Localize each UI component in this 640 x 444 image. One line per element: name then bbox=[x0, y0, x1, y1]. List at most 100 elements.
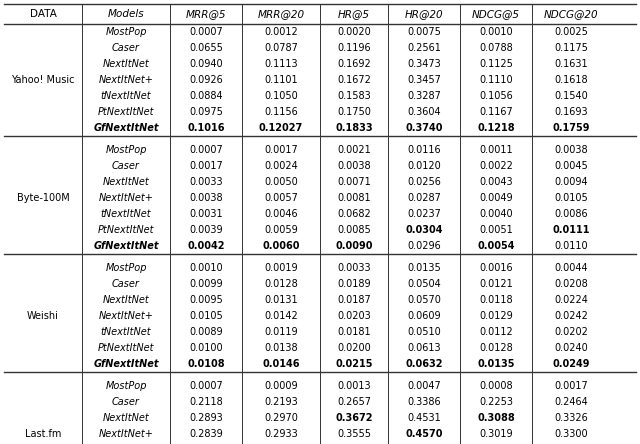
Text: 0.0039: 0.0039 bbox=[189, 225, 223, 235]
Text: 0.0094: 0.0094 bbox=[554, 177, 588, 187]
Text: 0.0788: 0.0788 bbox=[479, 43, 513, 53]
Text: 0.0085: 0.0085 bbox=[337, 225, 371, 235]
Text: 0.0031: 0.0031 bbox=[189, 209, 223, 219]
Text: 0.0116: 0.0116 bbox=[407, 145, 441, 155]
Text: 0.0504: 0.0504 bbox=[407, 279, 441, 289]
Text: 0.0609: 0.0609 bbox=[407, 311, 441, 321]
Text: 0.1110: 0.1110 bbox=[479, 75, 513, 85]
Text: Byte-100M: Byte-100M bbox=[17, 193, 69, 203]
Text: 0.2561: 0.2561 bbox=[407, 43, 441, 53]
Text: 0.0632: 0.0632 bbox=[405, 359, 443, 369]
Text: 0.0118: 0.0118 bbox=[479, 295, 513, 305]
Text: NextItNet+: NextItNet+ bbox=[99, 193, 154, 203]
Text: PtNextItNet: PtNextItNet bbox=[98, 107, 154, 117]
Text: 0.0100: 0.0100 bbox=[189, 343, 223, 353]
Text: 0.0007: 0.0007 bbox=[189, 27, 223, 37]
Text: 0.0200: 0.0200 bbox=[337, 343, 371, 353]
Text: 0.1016: 0.1016 bbox=[188, 123, 225, 133]
Text: 0.1050: 0.1050 bbox=[264, 91, 298, 101]
Text: 0.0010: 0.0010 bbox=[479, 27, 513, 37]
Text: 0.0240: 0.0240 bbox=[554, 343, 588, 353]
Text: 0.1692: 0.1692 bbox=[337, 59, 371, 69]
Text: NextItNet: NextItNet bbox=[102, 413, 149, 423]
Text: 0.0011: 0.0011 bbox=[479, 145, 513, 155]
Text: 0.0054: 0.0054 bbox=[477, 241, 515, 251]
Text: 0.1113: 0.1113 bbox=[264, 59, 298, 69]
Text: 0.0017: 0.0017 bbox=[189, 161, 223, 171]
Text: NDCG@5: NDCG@5 bbox=[472, 9, 520, 19]
Text: 0.0613: 0.0613 bbox=[407, 343, 441, 353]
Text: 0.0570: 0.0570 bbox=[407, 295, 441, 305]
Text: 0.0135: 0.0135 bbox=[477, 359, 515, 369]
Text: MostPop: MostPop bbox=[105, 145, 147, 155]
Text: 0.0138: 0.0138 bbox=[264, 343, 298, 353]
Text: 0.0110: 0.0110 bbox=[554, 241, 588, 251]
Text: 0.1583: 0.1583 bbox=[337, 91, 371, 101]
Text: 0.0296: 0.0296 bbox=[407, 241, 441, 251]
Text: 0.0038: 0.0038 bbox=[554, 145, 588, 155]
Text: 0.0008: 0.0008 bbox=[479, 381, 513, 391]
Text: 0.0105: 0.0105 bbox=[189, 311, 223, 321]
Text: 0.0013: 0.0013 bbox=[337, 381, 371, 391]
Text: Caser: Caser bbox=[112, 279, 140, 289]
Text: 0.0046: 0.0046 bbox=[264, 209, 298, 219]
Text: 0.0187: 0.0187 bbox=[337, 295, 371, 305]
Text: 0.0044: 0.0044 bbox=[554, 263, 588, 273]
Text: 0.0045: 0.0045 bbox=[554, 161, 588, 171]
Text: 0.0682: 0.0682 bbox=[337, 209, 371, 219]
Text: HR@5: HR@5 bbox=[338, 9, 370, 19]
Text: 0.3555: 0.3555 bbox=[337, 429, 371, 439]
Text: 0.1218: 0.1218 bbox=[477, 123, 515, 133]
Text: 0.0926: 0.0926 bbox=[189, 75, 223, 85]
Text: 0.0089: 0.0089 bbox=[189, 327, 223, 337]
Text: NextItNet+: NextItNet+ bbox=[99, 311, 154, 321]
Text: 0.0051: 0.0051 bbox=[479, 225, 513, 235]
Text: 0.0129: 0.0129 bbox=[479, 311, 513, 321]
Text: 0.2253: 0.2253 bbox=[479, 397, 513, 407]
Text: 0.3604: 0.3604 bbox=[407, 107, 441, 117]
Text: 0.0131: 0.0131 bbox=[264, 295, 298, 305]
Text: Weishi: Weishi bbox=[27, 311, 59, 321]
Text: 0.0120: 0.0120 bbox=[407, 161, 441, 171]
Text: 0.3019: 0.3019 bbox=[479, 429, 513, 439]
Text: NDCG@20: NDCG@20 bbox=[544, 9, 598, 19]
Text: 0.0049: 0.0049 bbox=[479, 193, 513, 203]
Text: 0.2193: 0.2193 bbox=[264, 397, 298, 407]
Text: 0.0007: 0.0007 bbox=[189, 145, 223, 155]
Text: 0.0016: 0.0016 bbox=[479, 263, 513, 273]
Text: MostPop: MostPop bbox=[105, 27, 147, 37]
Text: 0.0086: 0.0086 bbox=[554, 209, 588, 219]
Text: tNextItNet: tNextItNet bbox=[100, 91, 151, 101]
Text: 0.3473: 0.3473 bbox=[407, 59, 441, 69]
Text: 0.0017: 0.0017 bbox=[264, 145, 298, 155]
Text: 0.0095: 0.0095 bbox=[189, 295, 223, 305]
Text: 0.2970: 0.2970 bbox=[264, 413, 298, 423]
Text: 0.1196: 0.1196 bbox=[337, 43, 371, 53]
Text: 0.4531: 0.4531 bbox=[407, 413, 441, 423]
Text: 0.1693: 0.1693 bbox=[554, 107, 588, 117]
Text: 0.0105: 0.0105 bbox=[554, 193, 588, 203]
Text: 0.0242: 0.0242 bbox=[554, 311, 588, 321]
Text: 0.4570: 0.4570 bbox=[405, 429, 443, 439]
Text: 0.0021: 0.0021 bbox=[337, 145, 371, 155]
Text: 0.0256: 0.0256 bbox=[407, 177, 441, 187]
Text: 0.1672: 0.1672 bbox=[337, 75, 371, 85]
Text: 0.0050: 0.0050 bbox=[264, 177, 298, 187]
Text: GfNextItNet: GfNextItNet bbox=[93, 359, 159, 369]
Text: 0.0287: 0.0287 bbox=[407, 193, 441, 203]
Text: 0.0146: 0.0146 bbox=[262, 359, 300, 369]
Text: 0.0237: 0.0237 bbox=[407, 209, 441, 219]
Text: tNextItNet: tNextItNet bbox=[100, 209, 151, 219]
Text: 0.0304: 0.0304 bbox=[405, 225, 443, 235]
Text: 0.0787: 0.0787 bbox=[264, 43, 298, 53]
Text: 0.1759: 0.1759 bbox=[552, 123, 589, 133]
Text: 0.1101: 0.1101 bbox=[264, 75, 298, 85]
Text: GfNextItNet: GfNextItNet bbox=[93, 241, 159, 251]
Text: MostPop: MostPop bbox=[105, 263, 147, 273]
Text: 0.0121: 0.0121 bbox=[479, 279, 513, 289]
Text: 0.0009: 0.0009 bbox=[264, 381, 298, 391]
Text: 0.0012: 0.0012 bbox=[264, 27, 298, 37]
Text: GfNextItNet: GfNextItNet bbox=[93, 123, 159, 133]
Text: 0.0142: 0.0142 bbox=[264, 311, 298, 321]
Text: NextItNet: NextItNet bbox=[102, 295, 149, 305]
